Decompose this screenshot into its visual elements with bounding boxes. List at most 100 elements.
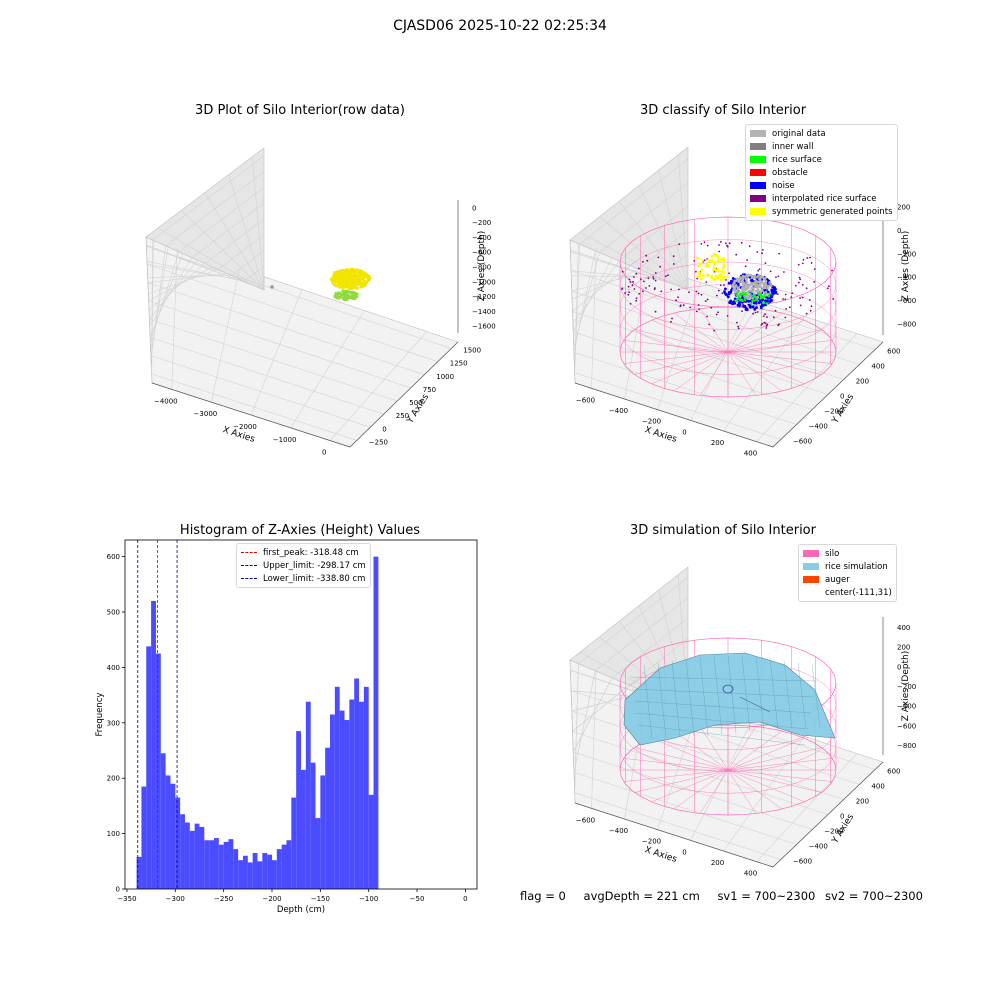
histogram-title: Histogram of Z-Axies (Height) Values: [179, 523, 421, 538]
point-interpolated: [744, 265, 747, 268]
point-noise: [752, 301, 756, 305]
point-interpolated: [642, 280, 645, 283]
point-interpolated: [797, 263, 800, 266]
point-cluster: [337, 273, 341, 277]
silo-floor-spoke: [727, 340, 833, 353]
gridline-y: [572, 264, 630, 312]
y-tick-label: −600: [793, 858, 812, 866]
point-interpolated: [725, 279, 727, 281]
point-symmetric: [719, 278, 723, 282]
point-symmetric: [710, 254, 714, 258]
z-tick-label: −200: [897, 250, 916, 258]
silo-floor-spoke: [727, 769, 833, 782]
z-axis-label: Z Axies (Depth): [901, 651, 911, 722]
z-tick-label: −800: [897, 742, 916, 750]
z-tick-label: −800: [897, 320, 916, 328]
point-original: [765, 287, 769, 290]
histogram-bar: [136, 856, 142, 889]
point-symmetric: [713, 260, 717, 264]
point-original: [744, 287, 747, 291]
x-tick-label: −50: [410, 895, 425, 903]
legend-swatch: [750, 208, 766, 215]
histogram-bar: [267, 854, 272, 889]
x-tick-label: −250: [214, 895, 233, 903]
point-original: [745, 273, 749, 277]
point-symmetric: [700, 268, 704, 272]
gridline-z: [191, 202, 265, 258]
point-original: [764, 279, 768, 283]
point-interpolated: [778, 252, 780, 255]
point-cluster: [331, 275, 335, 279]
point-symmetric: [712, 278, 716, 281]
legend-swatch: [803, 576, 819, 583]
point-rice-surface: [757, 292, 761, 295]
legend-line: [241, 578, 257, 579]
y-axis-label: Y Axies: [405, 392, 431, 426]
gridline-z: [677, 277, 689, 287]
y-tick-label: 500: [409, 399, 422, 407]
point-interpolated: [660, 290, 663, 293]
point-original: [733, 287, 736, 290]
point-interpolated: [741, 310, 743, 312]
point-interpolated: [772, 316, 775, 319]
point-interpolated: [719, 284, 722, 287]
point-interpolated: [637, 267, 640, 270]
point-interpolated: [697, 304, 700, 306]
point-symmetric: [710, 260, 714, 264]
gridline-z: [257, 281, 265, 288]
legend-item: Upper_limit: -298.17 cm: [241, 559, 366, 572]
point-rice-surface: [735, 293, 738, 297]
point-interpolated: [763, 321, 766, 324]
gridline-z: [570, 251, 679, 287]
point-interpolated: [742, 303, 745, 306]
histogram-bar: [320, 775, 326, 889]
point-interpolated: [667, 274, 669, 277]
gridline-y: [571, 271, 646, 292]
point-original: [744, 277, 748, 280]
point-noise: [726, 295, 730, 299]
point-symmetric: [713, 253, 717, 257]
histogram-bar: [339, 710, 345, 889]
legend-label: first_peak: -318.48 cm: [263, 547, 359, 558]
gridline-y: [572, 311, 829, 395]
point-interpolated: [628, 291, 630, 294]
point-interpolated: [809, 256, 811, 259]
point-interpolated: [801, 262, 804, 265]
point-interpolated: [766, 323, 769, 326]
histogram-legend: first_peak: -318.48 cm Upper_limit: -298…: [236, 543, 371, 588]
point-noise: [728, 301, 731, 304]
gridline-z: [150, 245, 166, 359]
point-interpolated: [782, 298, 784, 300]
histogram-bar: [305, 701, 311, 889]
gridline-z: [574, 663, 579, 793]
point-interpolated: [698, 308, 700, 311]
point-interpolated: [696, 277, 699, 280]
x-tick-label: 200: [711, 859, 724, 867]
point-interpolated: [828, 285, 830, 288]
point-interpolated: [693, 260, 696, 262]
y-tick-label: −250: [369, 438, 388, 446]
z-tick-label: 400: [897, 624, 910, 632]
plot2-legend: original data inner wall rice surface ob…: [745, 124, 898, 221]
gridline-z: [572, 260, 620, 324]
silo-floor-spoke: [634, 747, 729, 771]
gridline-x: [618, 201, 689, 291]
point-rice-surface: [753, 299, 756, 302]
surface-mesh-line: [671, 660, 681, 738]
surface-mesh-line: [629, 676, 818, 682]
point-original: [752, 292, 756, 295]
silo-floor-spoke: [634, 769, 729, 793]
point-cluster: [355, 282, 359, 286]
point-original: [746, 290, 750, 294]
legend-label: rice simulation: [825, 561, 888, 572]
point-interpolated: [657, 256, 660, 259]
y-tick-label: 400: [107, 664, 120, 672]
point-cluster: [333, 279, 337, 283]
y-tick-label: −400: [809, 843, 828, 851]
point-rice-surface: [741, 299, 744, 302]
point-interpolated: [635, 297, 638, 300]
legend-item: rice simulation: [803, 560, 892, 573]
point-original: [763, 277, 767, 281]
point-interpolated: [652, 276, 655, 278]
gridline-y: [571, 290, 844, 380]
